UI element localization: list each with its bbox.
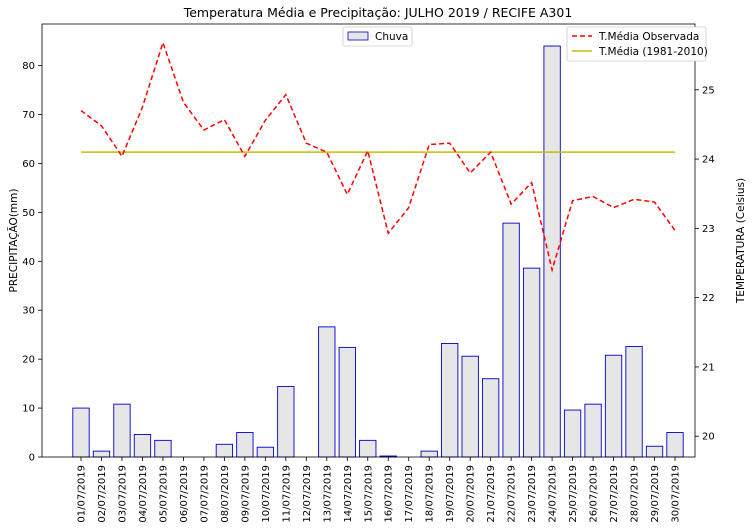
chart-title: Temperatura Média e Precipitação: JULHO … — [183, 5, 573, 20]
x-tick-label: 11/07/2019 — [281, 465, 292, 523]
y-axis-label-left: PRECIPITAÇÃO(mm) — [7, 189, 20, 293]
x-tick-label: 07/07/2019 — [199, 465, 210, 523]
plot-area — [72, 40, 684, 458]
left-tick-label: 60 — [22, 159, 35, 170]
bar-22/07/2019 — [502, 222, 520, 458]
right-tick-label: 25 — [702, 85, 715, 96]
left-tick-label: 50 — [22, 208, 35, 219]
x-tick-label: 23/07/2019 — [527, 465, 538, 523]
bar-02/07/2019 — [92, 450, 111, 458]
bar-27/07/2019 — [604, 354, 623, 458]
bar-20/07/2019 — [461, 355, 479, 458]
bar-14/07/2019 — [338, 346, 356, 458]
bar-09/07/2019 — [236, 432, 254, 458]
bar-25/07/2019 — [563, 409, 582, 458]
legend-label-rain: Chuva — [375, 31, 408, 43]
x-axis: 01/07/2019 02/07/2019 03/07/2019 04/07/2019… — [77, 457, 682, 523]
bar-26/07/2019 — [584, 403, 602, 458]
x-tick-label: 04/07/2019 — [138, 465, 149, 523]
bar-10/07/2019 — [256, 446, 274, 458]
right-tick-label: 24 — [702, 155, 715, 166]
bar-18/07/2019 — [420, 450, 438, 458]
bar-04/07/2019 — [133, 434, 152, 458]
left-tick-label: 20 — [22, 355, 35, 366]
x-tick-label: 06/07/2019 — [179, 465, 190, 523]
legend-swatch-rain — [347, 31, 369, 41]
right-tick-label: 20 — [702, 432, 715, 443]
plot-frame — [41, 23, 696, 458]
x-tick-label: 01/07/2019 — [77, 465, 88, 523]
left-tick-label: 80 — [22, 61, 35, 72]
bar-15/07/2019 — [359, 439, 377, 458]
right-tick-label: 22 — [702, 293, 715, 304]
x-tick-label: 27/07/2019 — [609, 465, 620, 523]
x-tick-label: 14/07/2019 — [343, 465, 354, 523]
observed-temperature-line — [80, 40, 676, 273]
bar-03/07/2019 — [113, 403, 131, 458]
bar-24/07/2019 — [543, 45, 561, 458]
bar-28/07/2019 — [625, 345, 643, 458]
bar-08/07/2019 — [215, 443, 234, 458]
x-tick-label: 24/07/2019 — [548, 465, 559, 523]
x-tick-label: 30/07/2019 — [671, 465, 682, 523]
x-tick-label: 15/07/2019 — [363, 465, 374, 523]
bar-19/07/2019 — [441, 343, 459, 458]
x-tick-label: 03/07/2019 — [117, 465, 128, 523]
left-tick-label: 40 — [22, 257, 35, 268]
bar-21/07/2019 — [482, 378, 500, 458]
bar-13/07/2019 — [318, 326, 336, 458]
y-axis-label-right: TEMPERATURA (Celsius) — [735, 178, 747, 304]
legend-rain: Chuva — [342, 26, 413, 47]
left-y-axis: 0 10 20 30 40 50 60 70 80 — [22, 61, 42, 464]
left-tick-label: 0 — [29, 453, 35, 464]
bar-11/07/2019 — [277, 386, 295, 458]
bar-01/07/2019 — [72, 407, 90, 458]
x-tick-label: 17/07/2019 — [404, 465, 415, 523]
right-tick-label: 21 — [702, 362, 715, 373]
x-tick-label: 18/07/2019 — [425, 465, 436, 523]
x-tick-label: 02/07/2019 — [97, 465, 108, 523]
bar-05/07/2019 — [154, 439, 172, 458]
right-tick-label: 23 — [702, 224, 715, 235]
bar-30/07/2019 — [666, 432, 684, 458]
x-tick-label: 28/07/2019 — [630, 465, 641, 523]
right-y-axis: 20 21 22 23 24 25 — [695, 85, 715, 443]
x-tick-label: 22/07/2019 — [507, 465, 518, 523]
x-tick-label: 09/07/2019 — [240, 465, 251, 523]
legend-label-observed: T.Média Observada — [598, 31, 699, 43]
x-tick-label: 21/07/2019 — [486, 465, 497, 523]
x-tick-label: 05/07/2019 — [158, 465, 169, 523]
legend-temperature: T.Média Observada T.Média (1981-2010) — [566, 26, 708, 62]
x-tick-label: 25/07/2019 — [568, 465, 579, 523]
left-tick-label: 30 — [22, 306, 35, 317]
left-tick-label: 70 — [22, 110, 35, 121]
x-tick-label: 20/07/2019 — [466, 465, 477, 523]
bar-29/07/2019 — [645, 445, 664, 458]
bar-23/07/2019 — [522, 267, 541, 458]
x-tick-label: 13/07/2019 — [322, 465, 333, 523]
x-tick-label: 08/07/2019 — [220, 465, 231, 523]
x-tick-label: 16/07/2019 — [384, 465, 395, 523]
x-tick-label: 12/07/2019 — [302, 465, 313, 523]
x-tick-label: 10/07/2019 — [261, 465, 272, 523]
x-tick-label: 19/07/2019 — [445, 465, 456, 523]
left-tick-label: 10 — [22, 404, 35, 415]
x-tick-label: 26/07/2019 — [589, 465, 600, 523]
x-tick-label: 29/07/2019 — [650, 465, 661, 523]
legend-label-normal: T.Média (1981-2010) — [598, 46, 708, 58]
